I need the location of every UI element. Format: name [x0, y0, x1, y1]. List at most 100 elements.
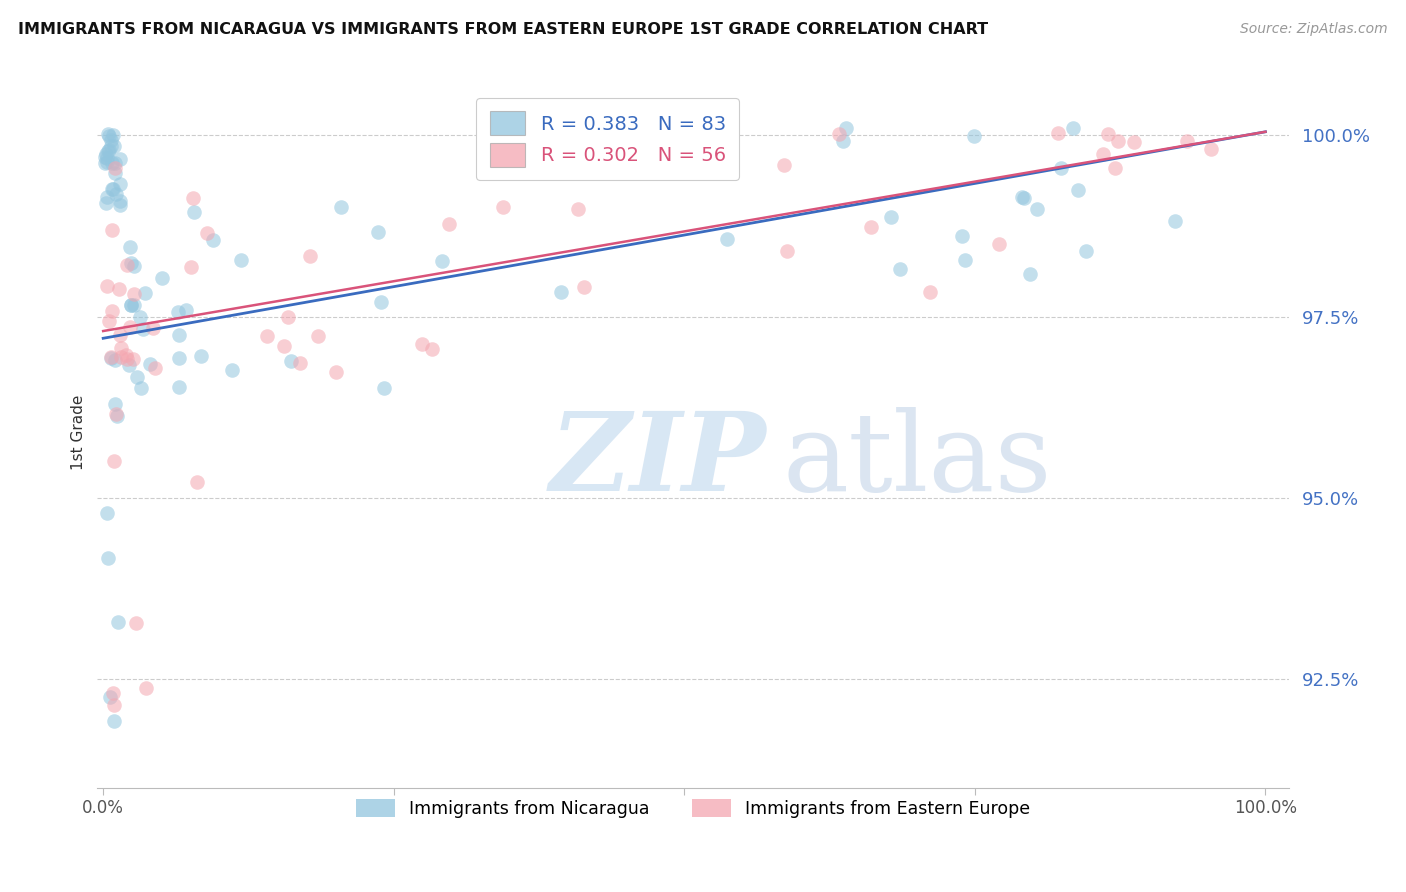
Point — [889, 262, 911, 277]
Point — [195, 226, 218, 240]
Point — [104, 161, 127, 175]
Point — [101, 223, 124, 237]
Point — [181, 191, 204, 205]
Point — [107, 615, 129, 630]
Point — [572, 279, 595, 293]
Point — [1076, 244, 1098, 259]
Point — [96, 151, 118, 165]
Point — [169, 328, 191, 343]
Point — [105, 409, 128, 423]
Point — [101, 303, 124, 318]
Point — [122, 287, 145, 301]
Point — [420, 342, 443, 356]
Point — [97, 145, 120, 159]
Point — [229, 253, 252, 268]
Point — [411, 336, 433, 351]
Point — [97, 128, 120, 143]
Y-axis label: 1st Grade: 1st Grade — [72, 395, 86, 470]
Point — [1025, 202, 1047, 216]
Point — [118, 319, 141, 334]
Point — [150, 270, 173, 285]
Point — [952, 229, 974, 244]
Point — [772, 159, 794, 173]
Point — [367, 225, 389, 239]
Point — [96, 278, 118, 293]
Point — [101, 685, 124, 699]
Point — [135, 681, 157, 695]
Point — [221, 362, 243, 376]
Point — [108, 198, 131, 212]
Point — [104, 352, 127, 367]
Point — [186, 475, 208, 490]
Point — [128, 310, 150, 324]
Point — [835, 121, 858, 136]
Point — [277, 310, 299, 325]
Point — [104, 166, 127, 180]
Point — [920, 285, 942, 300]
Text: atlas: atlas — [782, 408, 1052, 515]
Point — [108, 178, 131, 192]
Point — [827, 127, 849, 141]
Point — [108, 153, 131, 167]
Point — [859, 219, 882, 234]
Point — [492, 200, 515, 214]
Point — [134, 285, 156, 300]
Point — [370, 295, 392, 310]
Point — [103, 397, 125, 411]
Point — [100, 182, 122, 196]
Point — [1062, 121, 1084, 136]
Point — [167, 351, 190, 365]
Point — [167, 305, 190, 319]
Point — [1164, 214, 1187, 228]
Point — [108, 328, 131, 343]
Point — [1050, 161, 1073, 175]
Point — [120, 298, 142, 312]
Point — [330, 200, 353, 214]
Point — [1046, 126, 1069, 140]
Point — [118, 240, 141, 254]
Point — [776, 244, 799, 259]
Point — [1097, 127, 1119, 141]
Point — [122, 297, 145, 311]
Point — [1107, 134, 1129, 148]
Point — [115, 258, 138, 272]
Point — [104, 186, 127, 201]
Point — [127, 370, 149, 384]
Point — [100, 133, 122, 147]
Point — [96, 155, 118, 169]
Point — [963, 128, 986, 143]
Point — [1199, 142, 1222, 156]
Text: ZIP: ZIP — [550, 407, 766, 515]
Point — [201, 233, 224, 247]
Point — [256, 328, 278, 343]
Point — [953, 253, 976, 268]
Point — [125, 616, 148, 631]
Point — [96, 189, 118, 203]
Text: IMMIGRANTS FROM NICARAGUA VS IMMIGRANTS FROM EASTERN EUROPE 1ST GRADE CORRELATIO: IMMIGRANTS FROM NICARAGUA VS IMMIGRANTS … — [18, 22, 988, 37]
Point — [273, 338, 295, 352]
Point — [115, 348, 138, 362]
Point — [1091, 147, 1114, 161]
Point — [108, 194, 131, 208]
Point — [716, 232, 738, 246]
Point — [103, 128, 125, 143]
Point — [132, 322, 155, 336]
Point — [832, 134, 855, 148]
Point — [100, 138, 122, 153]
Point — [139, 357, 162, 371]
Point — [307, 329, 329, 343]
Point — [103, 453, 125, 467]
Point — [110, 341, 132, 355]
Point — [117, 358, 139, 372]
Point — [97, 550, 120, 565]
Point — [880, 210, 903, 224]
Point — [180, 260, 202, 274]
Point — [100, 351, 122, 365]
Point — [108, 282, 131, 296]
Point — [96, 507, 118, 521]
Point — [104, 155, 127, 169]
Point — [117, 352, 139, 367]
Point — [98, 143, 121, 157]
Point — [97, 127, 120, 141]
Point — [373, 382, 395, 396]
